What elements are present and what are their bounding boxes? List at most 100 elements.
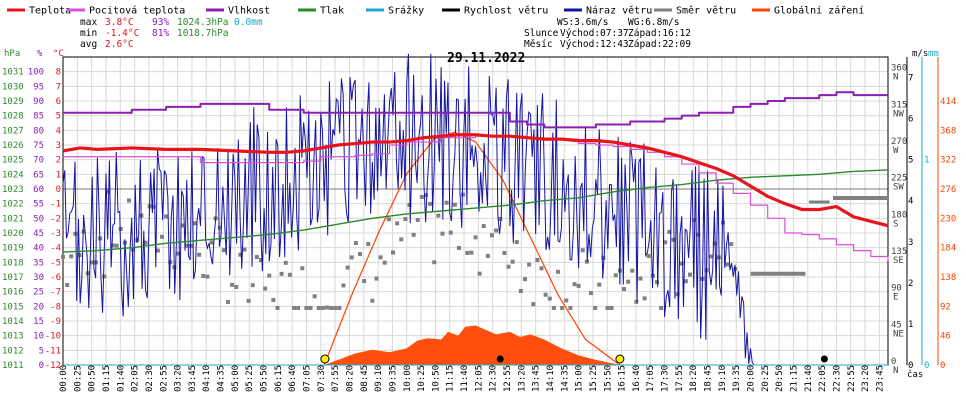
- pressure-tick: 1021: [2, 214, 24, 224]
- wind-direction-point: [151, 204, 156, 209]
- humidity-tick: 70: [33, 156, 44, 166]
- wind-direction-point: [485, 253, 490, 258]
- wind-direction-point: [457, 245, 461, 250]
- wind-direction-point: [395, 221, 400, 226]
- humidity-tick: 20: [33, 302, 44, 312]
- stats-avg-label: avg: [80, 39, 97, 50]
- wind-direction-point: [551, 305, 556, 310]
- wind-direction-point: [547, 296, 552, 301]
- wind-direction-point: [580, 248, 585, 253]
- wind-direction-point: [667, 229, 672, 234]
- wind-direction-point: [560, 305, 565, 310]
- wind-direction-point: [663, 240, 668, 245]
- x-tick: 16:15: [618, 365, 628, 392]
- wind-direction-point: [349, 255, 354, 260]
- x-tick: 12:30: [489, 365, 499, 392]
- wind-direction-point: [671, 237, 676, 242]
- x-tick: 12:55: [503, 365, 513, 392]
- pressure-tick: 1028: [2, 112, 24, 122]
- gust-line: [62, 53, 887, 366]
- wind-direction-point: [362, 279, 367, 284]
- grid: [62, 57, 888, 366]
- moon-rise: Východ:12:43: [560, 39, 629, 50]
- stats-max-label: max: [80, 17, 97, 28]
- wind-direction-point: [345, 265, 350, 270]
- x-tick: 04:10: [202, 365, 212, 392]
- solar-tick: 46: [940, 332, 951, 342]
- x-tick: 06:15: [274, 365, 284, 392]
- sun-rise: Východ:07:37: [560, 28, 629, 39]
- pressure-tick: 1030: [2, 82, 24, 92]
- x-tick: 02:30: [145, 365, 155, 392]
- x-tick: 15:25: [589, 365, 599, 392]
- x-tick: 07:30: [317, 365, 327, 392]
- direction-tick: 270: [891, 137, 907, 147]
- x-tick: 02:55: [159, 365, 169, 392]
- solar-tick: 92: [940, 302, 951, 312]
- temp-tick: 0: [56, 185, 61, 195]
- direction-tick: 225: [891, 174, 907, 184]
- wind-direction-point: [312, 294, 317, 299]
- wind-direction-point: [366, 241, 371, 246]
- legend-label: Pocitová teplota: [89, 5, 185, 17]
- wind-tick: 2: [908, 279, 913, 289]
- pressure-tick: 1012: [2, 346, 24, 356]
- humidity-tick: 40: [33, 244, 44, 254]
- temp-tick: -6: [50, 273, 61, 283]
- wind-direction-point: [201, 274, 206, 279]
- wind-direction-point: [535, 257, 540, 262]
- x-tick: 13:20: [517, 365, 527, 392]
- wind-tick: 4: [908, 197, 913, 207]
- wind-direction-point: [221, 248, 226, 253]
- wind-direction-point: [721, 220, 725, 225]
- wind-direction-point: [708, 254, 713, 259]
- wind-direction-point: [613, 273, 618, 278]
- humidity-tick: 75: [33, 141, 44, 151]
- x-tick: 10:50: [431, 365, 441, 392]
- wind-direction-point: [391, 250, 395, 255]
- humidity-tick: 5: [39, 346, 44, 356]
- wind-direction-point: [452, 202, 457, 207]
- humidity-line: [63, 91, 888, 129]
- x-tick: 12:05: [474, 365, 484, 392]
- direction-tick: 315: [891, 100, 907, 110]
- wind-direction-point: [155, 248, 160, 253]
- temp-tick: 6: [56, 97, 61, 107]
- wind-direction-point: [572, 282, 577, 287]
- direction-tick: 180: [891, 210, 907, 220]
- wind-direction-point: [502, 250, 507, 255]
- wind-direction-point: [378, 255, 383, 260]
- wind-direction-point: [506, 264, 511, 269]
- pressure-tick: 1022: [2, 200, 24, 210]
- wind-direction-point: [399, 237, 404, 242]
- wind-direction-point: [659, 305, 664, 310]
- temp-tick: -3: [50, 229, 61, 239]
- wind-direction-point: [308, 305, 313, 310]
- sun-label: Slunce: [524, 28, 559, 39]
- wind-direction-point: [597, 282, 602, 287]
- wind-direction-point: [556, 269, 560, 274]
- stats-max-rain: 0.0mm: [234, 17, 263, 28]
- wind-direction-point: [304, 305, 309, 310]
- x-tick: 13:45: [532, 365, 542, 392]
- direction-label: NW: [893, 109, 904, 119]
- wind-direction-point: [205, 274, 210, 279]
- wind-direction-point: [197, 252, 202, 257]
- direction-label: N: [893, 73, 898, 83]
- pressure-tick: 1027: [2, 126, 24, 136]
- pressure-tick: 1023: [2, 185, 24, 195]
- wind-direction-point: [254, 255, 259, 260]
- x-tick: 15:50: [603, 365, 613, 392]
- wind-direction-point: [436, 213, 441, 218]
- wind-direction-point: [65, 282, 70, 287]
- sunrise-marker: [320, 354, 330, 364]
- humidity-tick: 25: [33, 288, 44, 298]
- wind-direction-point: [193, 221, 197, 226]
- wind-tick: 0: [908, 361, 913, 371]
- temp-tick: -1: [50, 200, 61, 210]
- wind-direction-point: [89, 260, 94, 265]
- x-tick: 06:40: [288, 365, 298, 392]
- humidity-tick: 30: [33, 273, 44, 283]
- wind-direction-point: [646, 254, 651, 259]
- solar-tick: 414: [940, 97, 956, 107]
